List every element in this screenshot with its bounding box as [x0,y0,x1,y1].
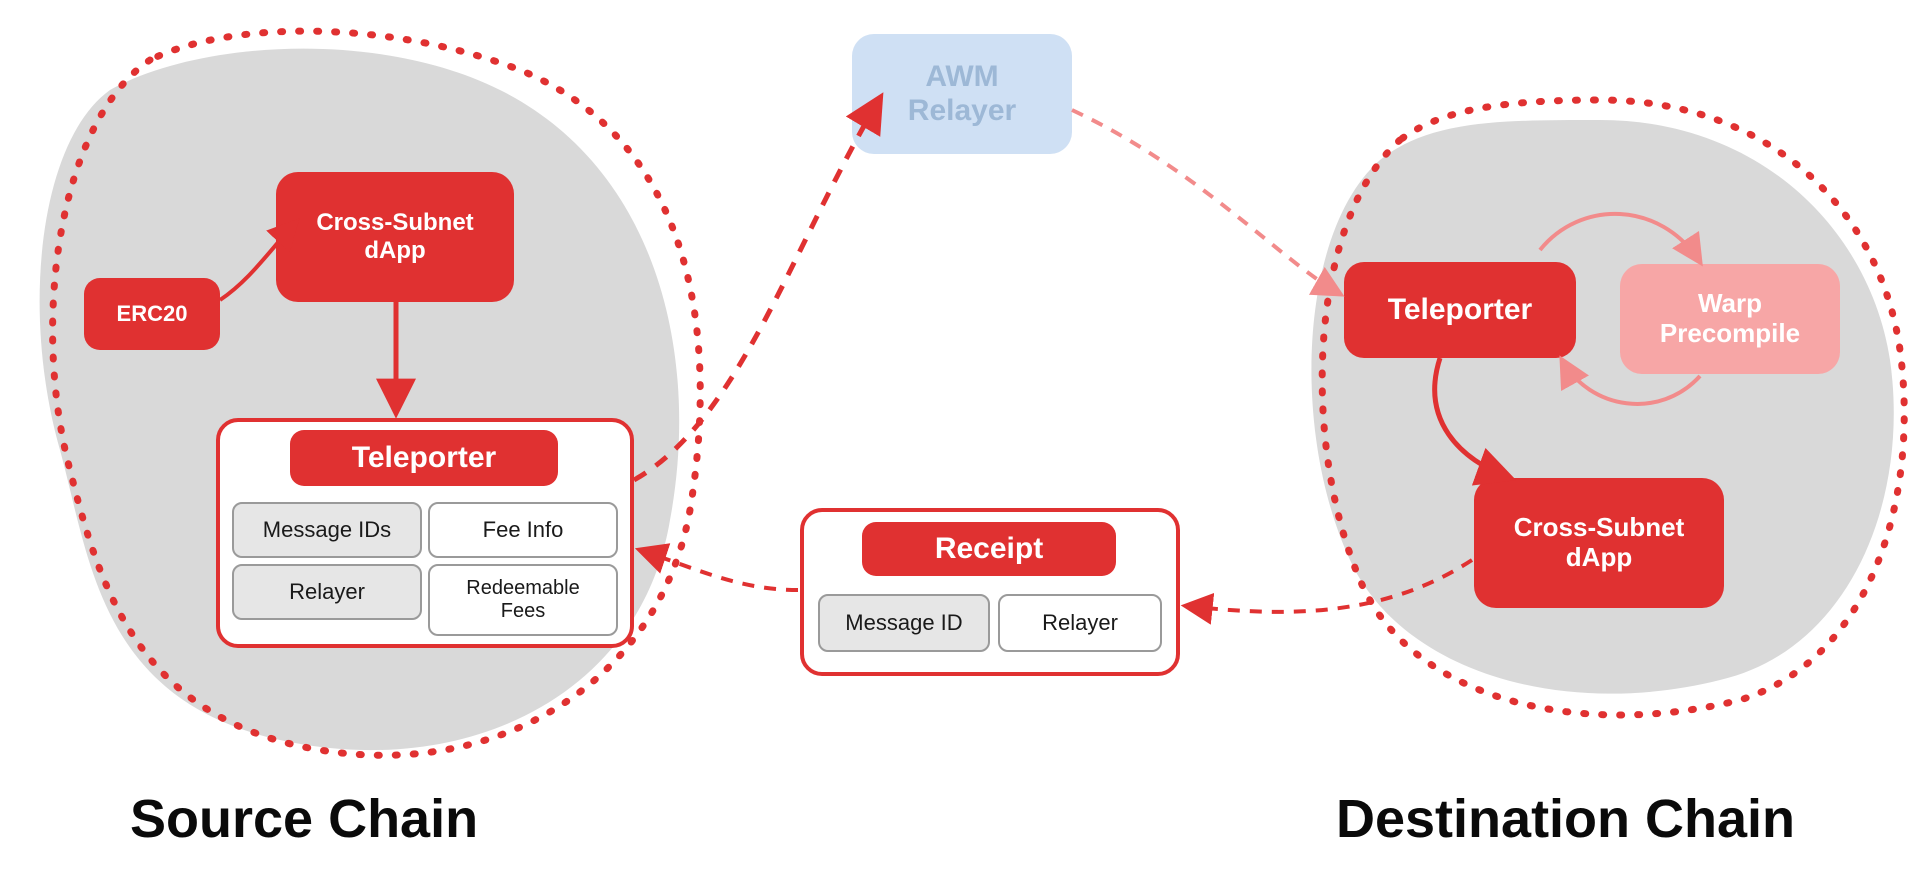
arrow-dest-tele-to-dapp [1435,358,1510,478]
cross-subnet-dapp-destination-node: Cross-SubnetdApp [1474,478,1724,608]
arrow-receipt-to-src-teleporter [640,550,798,590]
receipt-cell-relayer-label: Relayer [1042,610,1118,636]
erc20-label: ERC20 [117,301,188,326]
dest-dotted-blob [1322,100,1904,715]
teleporter-cell-redeemable-fees: RedeemableFees [428,564,618,636]
awm-relayer-label: AWMRelayer [908,60,1016,129]
receipt-cell-message-id-label: Message ID [845,610,962,636]
warp-precompile-node: WarpPrecompile [1620,264,1840,374]
cross-subnet-dapp-source-label: Cross-SubnetdApp [316,209,473,264]
teleporter-panel-header-label: Teleporter [352,441,496,476]
teleporter-cell-relayer-label: Relayer [289,579,365,605]
diagram-canvas: ERC20 Cross-SubnetdApp AWMRelayer Telepo… [0,0,1920,892]
cross-subnet-dapp-source-node: Cross-SubnetdApp [276,172,514,302]
source-chain-label: Source Chain [130,788,478,850]
arrow-teleporter-to-awm [634,98,880,480]
destination-chain-label: Destination Chain [1336,788,1795,850]
arrow-awm-to-dest-teleporter [1072,110,1340,294]
teleporter-destination-label: Teleporter [1388,293,1532,328]
arrow-dest-dapp-to-receipt [1186,560,1472,612]
teleporter-cell-redeemable-fees-label: RedeemableFees [466,577,579,623]
receipt-panel-header: Receipt [862,522,1116,576]
teleporter-cell-relayer: Relayer [232,564,422,620]
awm-relayer-node: AWMRelayer [852,34,1072,154]
receipt-panel-header-label: Receipt [935,532,1043,567]
erc20-node: ERC20 [84,278,220,350]
teleporter-destination-node: Teleporter [1344,262,1576,358]
arrow-dest-tele-to-warp [1540,214,1700,262]
teleporter-cell-message-ids: Message IDs [232,502,422,558]
warp-precompile-label: WarpPrecompile [1660,289,1800,349]
teleporter-cell-message-ids-label: Message IDs [263,517,391,543]
teleporter-cell-fee-info: Fee Info [428,502,618,558]
teleporter-panel-header: Teleporter [290,430,558,486]
receipt-cell-message-id: Message ID [818,594,990,652]
cross-subnet-dapp-destination-label: Cross-SubnetdApp [1514,513,1684,573]
receipt-cell-relayer: Relayer [998,594,1162,652]
teleporter-cell-fee-info-label: Fee Info [483,517,564,543]
